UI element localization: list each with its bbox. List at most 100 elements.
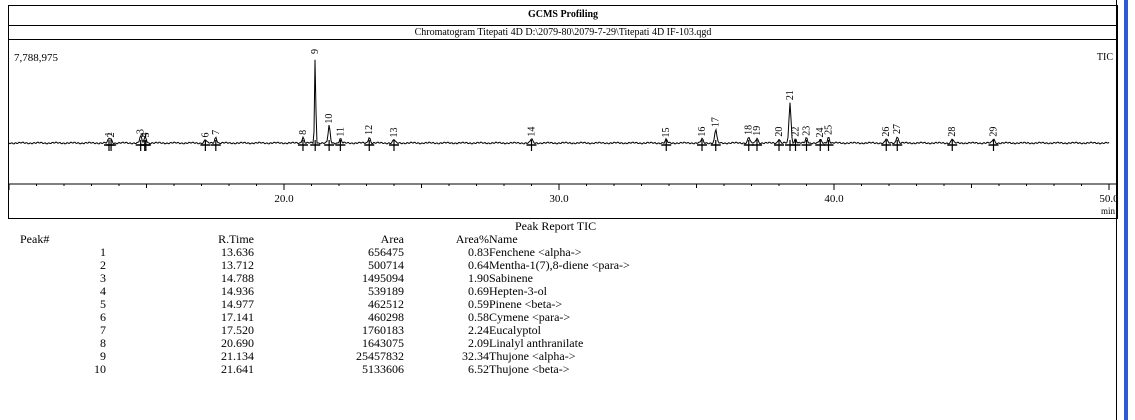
cell-area-pct: 32.34 [462, 349, 489, 363]
peak-label: 27 [892, 124, 903, 134]
peak-label: 28 [947, 127, 958, 137]
peak-label: 6 [200, 133, 211, 138]
header-peak: Peak# [20, 232, 50, 246]
peak-label: 23 [802, 126, 813, 136]
peak-29: 29 [988, 127, 1000, 151]
peak-23: 23 [801, 126, 813, 151]
cell-area-pct: 6.52 [468, 362, 489, 376]
peak-20: 20 [774, 127, 785, 151]
cell-rtime: 13.636 [221, 245, 254, 259]
x-tick-label: 20.0 [274, 193, 294, 205]
y-max-label: 7,788,975 [14, 52, 58, 64]
cell-area-pct: 1.90 [468, 271, 489, 285]
table-row: 5 14.977 462512 0.59 Pinene <beta-> [20, 298, 889, 311]
peak-22: 22 [790, 127, 802, 151]
cell-area-pct: 0.69 [468, 284, 489, 298]
peak-label: 11 [335, 127, 346, 137]
cell-area-pct: 0.58 [468, 310, 489, 324]
cell-name: Eucalyptol [489, 323, 541, 337]
cell-name: Mentha-1(7),8-diene <para-> [489, 258, 630, 272]
right-rule [1116, 0, 1117, 420]
cell-area: 656475 [368, 245, 404, 259]
cell-rtime: 14.936 [221, 284, 254, 298]
window-edge [1124, 0, 1128, 420]
peak-label: 22 [791, 127, 802, 137]
peak-label: 13 [389, 128, 400, 138]
peak-label: 3 [136, 129, 147, 134]
tic-trace [9, 59, 1110, 145]
x-tick-label: 40.0 [824, 193, 844, 205]
peak-label: 12 [364, 125, 375, 135]
cell-area: 25457832 [356, 349, 404, 363]
table-row: 1 13.636 656475 0.83 Fenchene <alpha-> [20, 246, 889, 259]
cell-peak: 2 [100, 258, 106, 272]
peak-label: 21 [785, 90, 796, 100]
cell-name: Sabinene [489, 271, 533, 285]
peak-label: 14 [527, 127, 538, 137]
table-row: 3 14.788 1495094 1.90 Sabinene [20, 272, 889, 285]
cell-name: Hepten-3-ol [489, 284, 547, 298]
cell-name: Thujone <beta-> [489, 362, 570, 376]
cell-area-pct: 0.59 [468, 297, 489, 311]
x-tick-label: 50.0 [1099, 193, 1117, 205]
table-row: 7 17.520 1760183 2.24 Eucalyptol [20, 324, 889, 337]
cell-peak: 5 [100, 297, 106, 311]
peak-16: 16 [697, 127, 708, 151]
peak-label: 2 [106, 133, 117, 138]
peak-19: 19 [752, 126, 763, 151]
peak-label: 7 [211, 130, 222, 135]
cell-name: Cymene <para-> [489, 310, 571, 324]
peak-9: 9 [310, 49, 321, 151]
peak-label: 1 [104, 132, 115, 137]
peak-11: 11 [335, 127, 346, 151]
cell-peak: 4 [100, 284, 106, 298]
cell-peak: 3 [100, 271, 106, 285]
cell-rtime: 14.788 [221, 271, 254, 285]
cell-peak: 6 [100, 310, 106, 324]
peak-8: 8 [297, 130, 309, 151]
peak-27: 27 [892, 124, 903, 151]
peak-label: 9 [310, 49, 321, 54]
cell-rtime: 17.141 [221, 310, 254, 324]
cell-rtime: 21.134 [221, 349, 254, 363]
report-title: Peak Report TIC [515, 219, 597, 233]
table-row: 9 21.134 25457832 32.34 Thujone <alpha-> [20, 350, 889, 363]
peak-2: 2 [106, 133, 117, 151]
peak-label: 26 [881, 127, 892, 137]
cell-peak: 1 [100, 245, 106, 259]
cell-rtime: 13.712 [221, 258, 254, 272]
cropped-heading [0, 0, 340, 4]
x-tick-label: 30.0 [549, 193, 569, 205]
cell-area-pct: 2.09 [468, 336, 489, 350]
cell-rtime: 17.520 [221, 323, 254, 337]
trace-label: TIC [1096, 52, 1113, 63]
table-row: 2 13.712 500714 0.64 Mentha-1(7),8-diene <pa… [20, 259, 889, 272]
header-name: Name [489, 232, 518, 246]
cell-area-pct: 0.83 [468, 245, 489, 259]
peak-26: 26 [881, 127, 892, 151]
chart-subtitle: Chromatogram Titepati 4D D:\2079-80\2079… [9, 25, 1117, 40]
table-header-row: Peak# R.Time Area Area% Name [20, 233, 889, 246]
table-row: 6 17.141 460298 0.58 Cymene <para-> [20, 311, 889, 324]
chart-title: GCMS Profiling [527, 9, 599, 20]
cell-area: 1495094 [362, 271, 404, 285]
cell-area: 1760183 [362, 323, 404, 337]
peak-label: 4 [140, 133, 151, 138]
table-row: 8 20.690 1643075 2.09 Linalyl anthranilate [20, 337, 889, 350]
cell-name: Fenchene <alpha-> [489, 245, 582, 259]
cell-area: 462512 [368, 297, 404, 311]
peak-label: 16 [697, 127, 708, 137]
cell-area: 1643075 [362, 336, 404, 350]
peak-report-table: Peak# R.Time Area Area% Name 1 13.636 6564… [20, 233, 889, 376]
peak-label: 5 [141, 133, 152, 138]
cell-rtime: 14.977 [221, 297, 254, 311]
peak-15: 15 [661, 128, 672, 151]
peak-7: 7 [210, 130, 222, 151]
chromatogram-frame: GCMS Profiling Chromatogram Titepati 4D … [8, 5, 1118, 219]
peak-label: 19 [752, 126, 763, 136]
peak-6: 6 [200, 133, 211, 151]
peak-12: 12 [364, 125, 375, 151]
peak-label: 25 [824, 125, 835, 135]
header-area-pct: Area% [455, 232, 489, 246]
